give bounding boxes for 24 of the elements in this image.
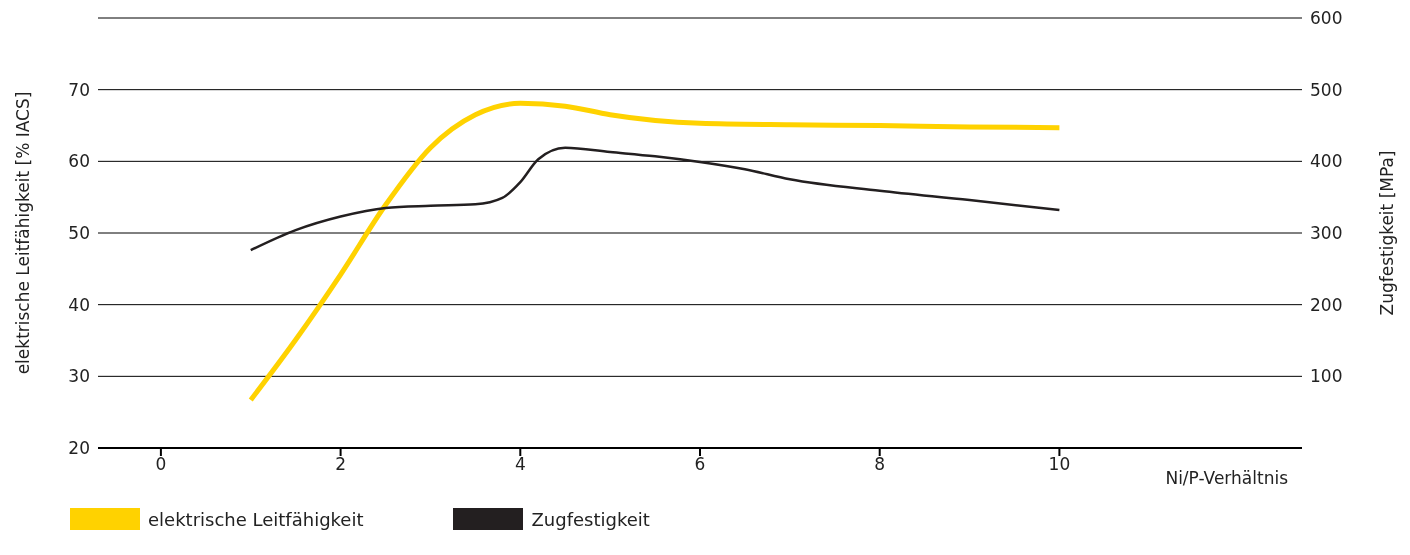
y-tick-label: 50	[68, 223, 90, 244]
y2-tick-label: 100	[1310, 366, 1343, 387]
x-tick-label: 4	[514, 454, 526, 475]
x-tick-label: 0	[155, 454, 167, 475]
legend-label: elektrische Leitfähigkeit	[148, 508, 364, 530]
line-series	[249, 146, 1061, 252]
y2-tick-label: 400	[1310, 151, 1343, 172]
x-axis-title: Ni/P-Verhältnis	[1165, 468, 1289, 488]
x-tick-label: 8	[874, 454, 886, 475]
y2-tick-label: 500	[1310, 79, 1343, 100]
y2-tick-label: 200	[1310, 294, 1343, 315]
x-tick-label: 2	[335, 454, 347, 475]
legend-label: Zugfestigkeit	[531, 508, 650, 530]
x-tick-label: 6	[694, 454, 706, 475]
y2-tick-label: 300	[1310, 223, 1343, 244]
y-tick-label: 60	[68, 151, 90, 172]
x-tick-label: 10	[1048, 454, 1071, 475]
y-tick-label: 70	[68, 79, 90, 100]
y-tick-label: 40	[68, 294, 90, 315]
y2-tick-label: 600	[1310, 8, 1343, 29]
y-tick-label: 20	[68, 438, 90, 459]
y-tick-label: 30	[68, 366, 90, 387]
y-axis-title: elektrische Leitfähigkeit [% IACS]	[13, 91, 34, 375]
y2-axis-title: Zugfestigkeit [MPa]	[1377, 150, 1398, 316]
